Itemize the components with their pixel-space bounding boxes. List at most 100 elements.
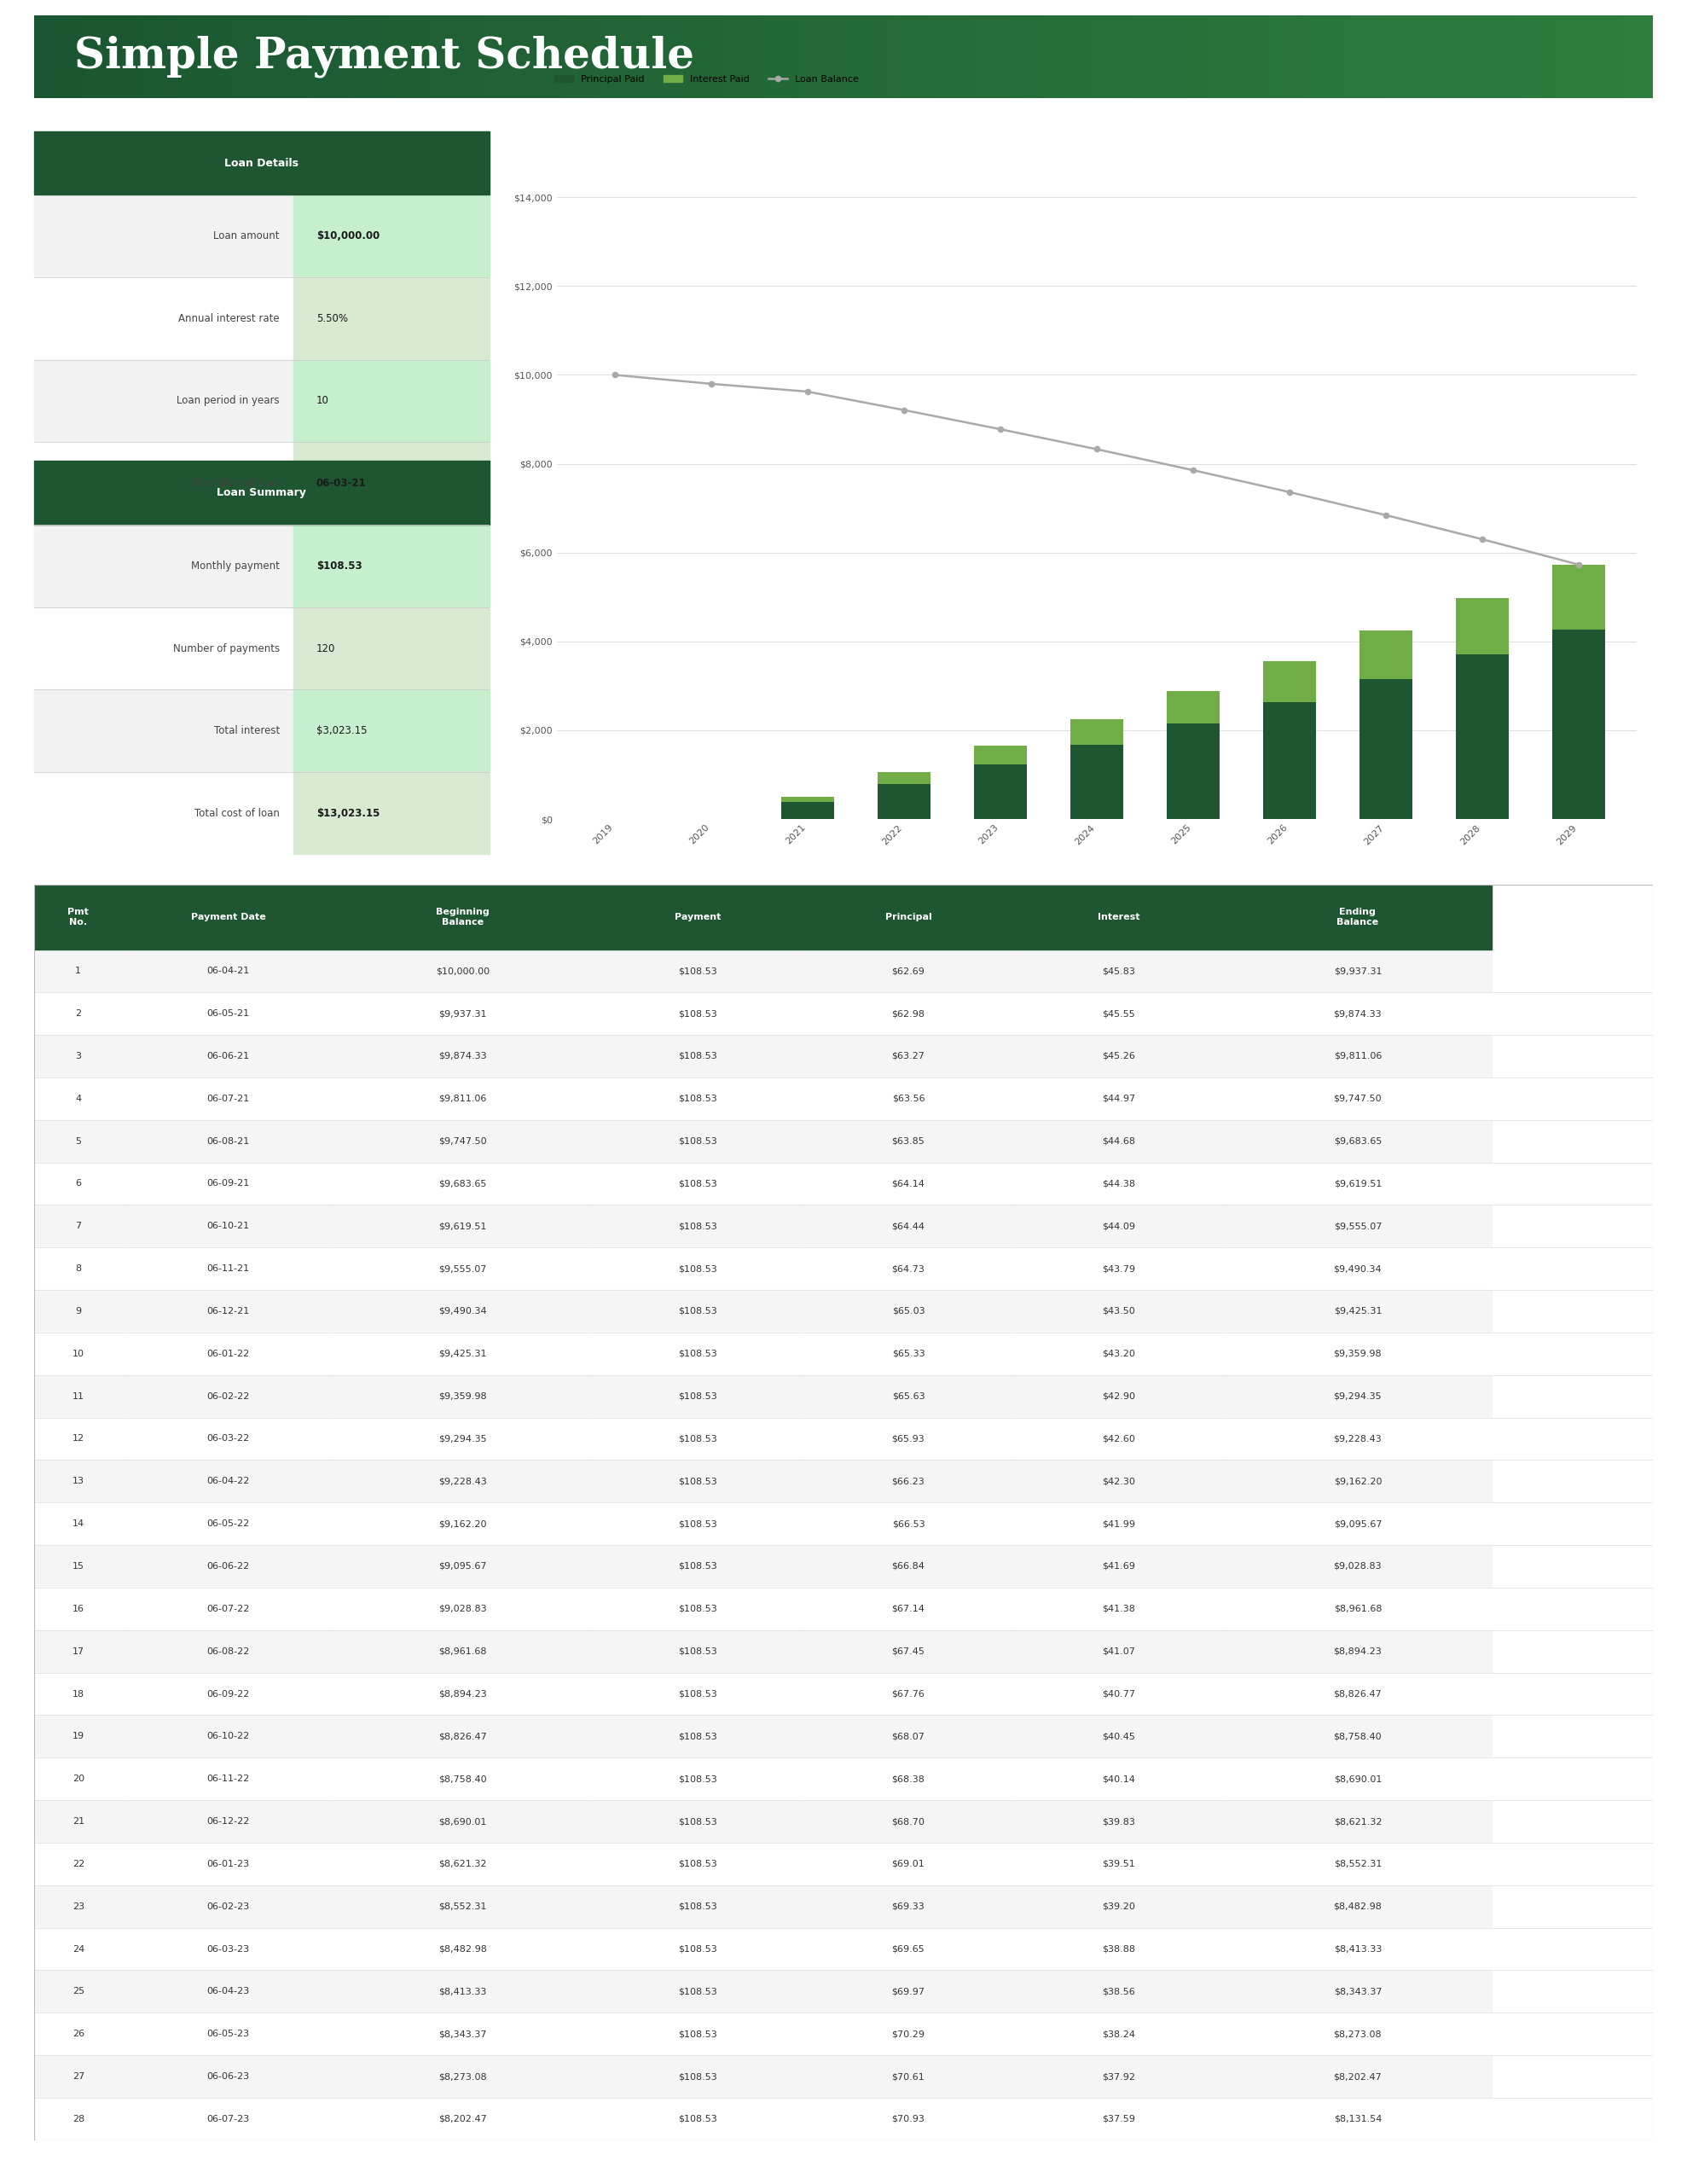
Bar: [42, 15, 51, 98]
Bar: [592, 1461, 803, 1503]
Bar: [334, 1162, 592, 1206]
Bar: [624, 15, 633, 98]
Bar: [811, 15, 820, 98]
Bar: [1014, 1673, 1225, 1714]
Bar: [803, 1077, 1014, 1120]
Bar: [1225, 1885, 1491, 1928]
Bar: [592, 2055, 803, 2099]
Text: $9,425.31: $9,425.31: [439, 1350, 488, 1358]
Bar: [771, 15, 779, 98]
Bar: [901, 15, 908, 98]
Text: $108.53: $108.53: [678, 1647, 717, 1655]
Bar: [803, 1588, 1014, 1629]
Bar: [1508, 15, 1515, 98]
Bar: [1070, 745, 1124, 819]
Bar: [34, 1885, 123, 1928]
Bar: [1159, 15, 1167, 98]
Bar: [334, 1503, 592, 1544]
Bar: [592, 15, 601, 98]
Text: $8,826.47: $8,826.47: [1333, 1690, 1382, 1699]
Bar: [66, 15, 74, 98]
Text: $108.53: $108.53: [678, 1476, 717, 1485]
Text: $8,894.23: $8,894.23: [1333, 1647, 1382, 1655]
Bar: [1225, 1291, 1491, 1332]
Bar: [34, 1461, 123, 1503]
Bar: [34, 950, 123, 992]
Bar: [592, 1800, 803, 1843]
Text: $9,095.67: $9,095.67: [1334, 1520, 1382, 1529]
Bar: [334, 1376, 592, 1417]
Bar: [1014, 1120, 1225, 1162]
Bar: [34, 885, 123, 950]
Bar: [1321, 15, 1329, 98]
Bar: [552, 15, 560, 98]
Bar: [334, 2055, 592, 2099]
Text: Annual interest rate: Annual interest rate: [179, 312, 280, 323]
Text: $9,874.33: $9,874.33: [439, 1053, 488, 1061]
Bar: [334, 950, 592, 992]
Bar: [1604, 15, 1613, 98]
Text: $108.53: $108.53: [678, 1138, 717, 1144]
Text: $8,690.01: $8,690.01: [1334, 1776, 1382, 1782]
Text: $8,690.01: $8,690.01: [439, 1817, 488, 1826]
Bar: [132, 15, 138, 98]
Text: Interest: Interest: [1098, 913, 1140, 922]
Bar: [786, 15, 795, 98]
Bar: [294, 277, 489, 360]
Text: $108.53: $108.53: [678, 1009, 717, 1018]
Text: Payment: Payment: [675, 913, 720, 922]
Text: Total cost of loan: Total cost of loan: [194, 808, 280, 819]
Text: $44.38: $44.38: [1102, 1179, 1135, 1188]
Bar: [1166, 723, 1220, 819]
Bar: [123, 1544, 334, 1588]
Text: $9,028.83: $9,028.83: [439, 1605, 488, 1614]
Bar: [592, 1758, 803, 1800]
Bar: [196, 15, 204, 98]
Bar: [123, 2014, 334, 2055]
Bar: [528, 15, 536, 98]
Bar: [34, 360, 294, 441]
Bar: [1225, 1417, 1491, 1461]
Bar: [1225, 885, 1491, 950]
Bar: [34, 15, 42, 98]
Bar: [1014, 1843, 1225, 1885]
Bar: [1225, 1800, 1491, 1843]
Text: $9,425.31: $9,425.31: [1334, 1306, 1382, 1315]
Bar: [74, 15, 83, 98]
Bar: [1225, 950, 1491, 992]
Text: $108.53: $108.53: [678, 968, 717, 976]
Bar: [803, 1291, 1014, 1332]
Bar: [924, 15, 933, 98]
Text: 9: 9: [76, 1306, 81, 1315]
Text: 06-08-22: 06-08-22: [206, 1647, 250, 1655]
Bar: [1014, 1544, 1225, 1588]
Text: $41.07: $41.07: [1102, 1647, 1135, 1655]
Bar: [123, 1629, 334, 1673]
Bar: [115, 15, 123, 98]
Bar: [123, 1970, 334, 2014]
Bar: [294, 771, 489, 854]
Text: $9,228.43: $9,228.43: [439, 1476, 488, 1485]
Bar: [1225, 1714, 1491, 1758]
Bar: [1086, 15, 1095, 98]
Text: 10: 10: [315, 395, 329, 406]
Bar: [123, 1077, 334, 1120]
Bar: [334, 15, 341, 98]
Bar: [1225, 1461, 1491, 1503]
Text: 16: 16: [73, 1605, 84, 1614]
Bar: [1645, 15, 1653, 98]
Bar: [730, 15, 739, 98]
Bar: [334, 992, 592, 1035]
Bar: [123, 1885, 334, 1928]
Text: 06-06-21: 06-06-21: [208, 1053, 250, 1061]
Bar: [341, 15, 349, 98]
Text: $9,095.67: $9,095.67: [439, 1562, 488, 1570]
Text: $9,555.07: $9,555.07: [1334, 1221, 1382, 1230]
Bar: [1014, 1714, 1225, 1758]
Bar: [965, 15, 973, 98]
Bar: [1500, 15, 1508, 98]
Text: $38.24: $38.24: [1102, 2029, 1135, 2038]
Bar: [1636, 15, 1645, 98]
Text: $108.53: $108.53: [678, 1306, 717, 1315]
Bar: [1232, 15, 1240, 98]
